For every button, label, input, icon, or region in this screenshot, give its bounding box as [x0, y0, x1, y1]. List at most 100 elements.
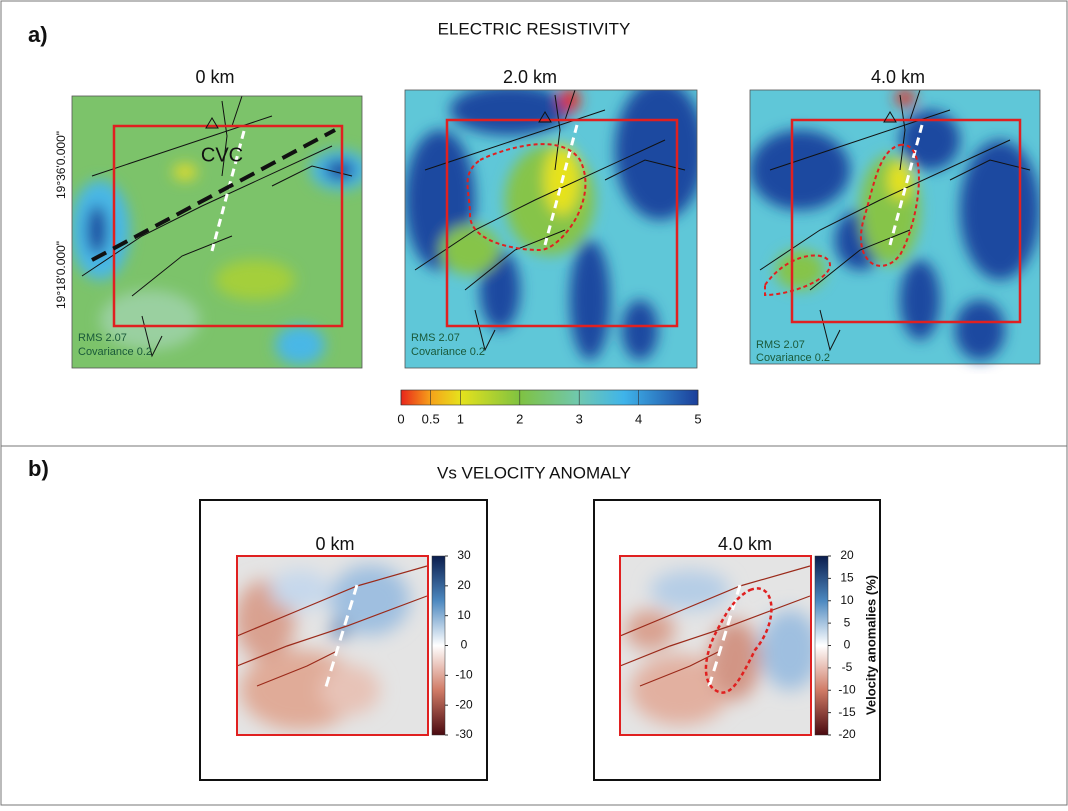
- faults: [81, 96, 353, 358]
- colorbar-tick-label: 2: [516, 411, 523, 426]
- fault: [809, 229, 911, 291]
- anomaly: [320, 665, 380, 715]
- anomaly: [332, 622, 348, 638]
- colorbar-tick-label: 20: [457, 578, 471, 592]
- colorbar-tick-label: 0: [397, 411, 404, 426]
- fault: [759, 139, 1011, 271]
- anomaly: [895, 90, 915, 106]
- anomaly: [450, 90, 570, 135]
- fault: [221, 100, 228, 177]
- anomaly-outline: [764, 254, 832, 297]
- covariance-label: Covariance 0.2: [756, 352, 830, 364]
- fault: [131, 235, 233, 297]
- lat-label: 19°36'0.000": [54, 131, 68, 199]
- covariance-label: Covariance 0.2: [78, 346, 152, 358]
- fault: [474, 309, 496, 352]
- depth-label: 4.0 km: [871, 67, 925, 87]
- colorbar: [431, 555, 446, 736]
- anomaly-outline: [704, 587, 773, 694]
- study-area: [112, 124, 344, 328]
- panel-label: a): [28, 22, 48, 47]
- anomaly: [775, 250, 825, 290]
- resistivity-field: [405, 90, 697, 360]
- colorbar-tick-label: -20: [838, 727, 856, 741]
- fault: [639, 650, 721, 687]
- regional-trend: [91, 128, 336, 262]
- colorbar: [814, 555, 829, 736]
- fault: [464, 229, 566, 291]
- fault: [564, 90, 576, 121]
- anomaly: [625, 610, 675, 650]
- anomaly: [750, 130, 850, 210]
- colorbar-tick-label: 15: [840, 571, 854, 585]
- fault: [141, 315, 163, 358]
- fault: [271, 165, 353, 187]
- fault: [231, 96, 243, 127]
- colorbar-tick-label: -5: [842, 660, 853, 674]
- resistivity-field: [72, 150, 362, 365]
- vent-trend: [888, 124, 924, 246]
- anomaly: [560, 90, 580, 112]
- colorbar-tick-label: -10: [838, 682, 856, 696]
- map-frame: [593, 499, 881, 781]
- anomaly: [650, 570, 730, 610]
- map-frame: [199, 499, 488, 781]
- colorbar-tick-label: -20: [455, 697, 473, 711]
- rms-label: RMS 2.07: [756, 339, 805, 351]
- anomaly: [173, 164, 197, 180]
- colorbar-label: Velocity anomalies (%): [863, 575, 878, 715]
- vent-trend: [323, 584, 359, 691]
- colorbar: [400, 389, 699, 406]
- colorbar-tick-label: 1: [457, 411, 464, 426]
- study-area: [236, 555, 429, 736]
- colorbar-tick-label: 20: [840, 548, 854, 562]
- anomaly: [270, 570, 330, 610]
- colorbar-tick-label: 4: [635, 411, 642, 426]
- colorbar-tick-label: 0: [844, 638, 851, 652]
- fault: [819, 309, 841, 352]
- fault: [949, 159, 1031, 181]
- fault: [414, 139, 666, 271]
- study-area: [445, 118, 679, 328]
- colorbar-tick-label: 10: [840, 593, 854, 607]
- vent-trend: [210, 130, 246, 252]
- volcano-symbol: [883, 111, 897, 123]
- anomaly: [615, 90, 697, 220]
- fault: [237, 595, 428, 667]
- anomaly: [215, 260, 295, 300]
- fault: [237, 565, 428, 637]
- colorbar-tick-label: 5: [694, 411, 701, 426]
- fault: [554, 94, 561, 171]
- anomaly: [622, 300, 658, 360]
- depth-label: 0 km: [195, 67, 234, 87]
- colorbar-tick-label: -15: [838, 705, 856, 719]
- depth-label: 4.0 km: [718, 534, 772, 554]
- colorbar-tick-label: -10: [455, 668, 473, 682]
- vent-trend: [543, 124, 579, 246]
- colorbar-tick-label: 0.5: [422, 411, 440, 426]
- study-area: [619, 555, 812, 736]
- anomaly: [570, 240, 610, 360]
- faults: [620, 565, 811, 687]
- colorbar-tick-label: 30: [457, 548, 471, 562]
- anomaly: [87, 205, 107, 255]
- depth-label: 2.0 km: [503, 67, 557, 87]
- panel-title: ELECTRIC RESISTIVITY: [438, 19, 631, 38]
- anomaly-outline: [859, 143, 920, 267]
- colorbar-tick-label: -30: [455, 727, 473, 741]
- volcano-symbol: [205, 117, 219, 129]
- colorbar-tick-label: 3: [576, 411, 583, 426]
- faults: [237, 565, 428, 687]
- rms-label: RMS 2.07: [411, 332, 460, 344]
- anomaly: [900, 260, 940, 340]
- fault: [256, 650, 338, 687]
- annotation: CVC: [201, 144, 243, 166]
- panel-label: b): [28, 456, 49, 481]
- fault: [604, 159, 686, 181]
- anomaly: [760, 610, 811, 690]
- fault: [620, 565, 811, 637]
- study-area: [790, 118, 1022, 324]
- anomaly: [275, 325, 325, 365]
